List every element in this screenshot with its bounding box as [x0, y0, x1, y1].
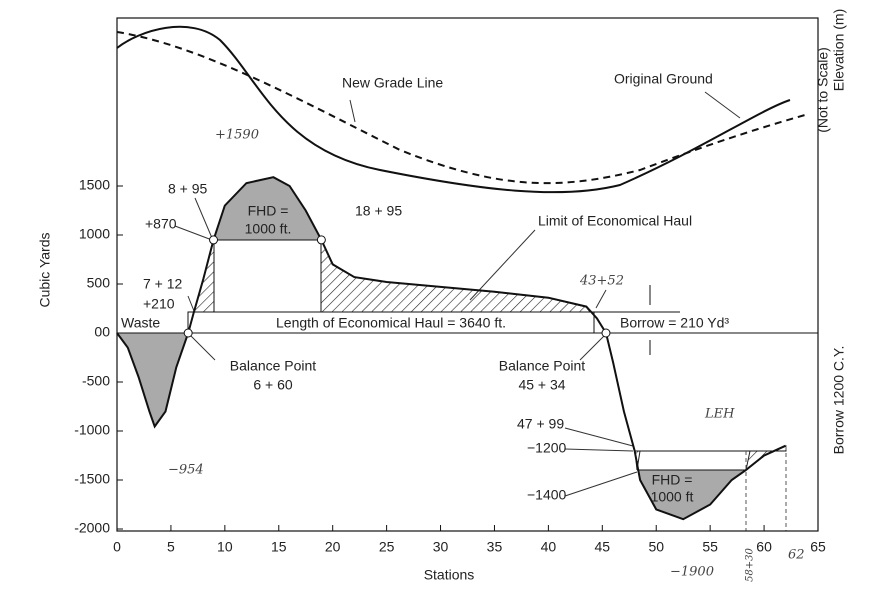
x-tick-label: 50: [648, 539, 664, 555]
x-tick-label: 55: [702, 539, 718, 555]
annotation: 1000 ft.: [245, 221, 292, 237]
x-tick-label: 25: [379, 539, 395, 555]
annotation: +210: [143, 296, 175, 312]
annotation: Balance Point: [230, 358, 317, 374]
annotation: 45 + 34: [518, 377, 565, 393]
x-tick-label: 60: [756, 539, 772, 555]
x-tick-label: 45: [595, 539, 611, 555]
annotation: +870: [145, 216, 177, 232]
haul-bar: [187, 311, 595, 334]
annotation: 6 + 60: [253, 377, 293, 393]
annotation: 7 + 12: [143, 276, 183, 292]
y-tick-label: 500: [87, 275, 111, 291]
y-tick-label: 1000: [79, 226, 110, 242]
balance-point: [316, 235, 326, 245]
annotation: 18 + 95: [355, 203, 402, 219]
annotation: 1000 ft: [651, 489, 694, 505]
annotation: 58+30: [745, 547, 756, 581]
side-label: (Not to Scale): [815, 47, 831, 133]
waste-area: [117, 333, 188, 426]
side-label: Borrow 1200 C.Y.: [831, 346, 847, 455]
balance-point: [601, 328, 611, 338]
y-tick-label: 1500: [79, 177, 110, 193]
x-tick-label: 65: [810, 539, 826, 555]
annotation: Borrow = 210 Yd³: [620, 315, 729, 331]
annotation: Original Ground: [614, 71, 713, 87]
annotation: LEH: [704, 407, 735, 422]
annotation: Limit of Economical Haul: [538, 213, 692, 229]
annotation: +1590: [215, 128, 259, 143]
annotation: −1400: [527, 487, 567, 503]
x-tick-label: 10: [217, 539, 233, 555]
fhd-box: [213, 239, 322, 313]
annotation: −1900: [670, 565, 714, 580]
y-tick-label: -2000: [74, 520, 110, 536]
plot-frame: [116, 17, 819, 532]
balance-point: [183, 328, 193, 338]
fhd-area: [637, 470, 746, 519]
y-tick-label: -1000: [74, 422, 110, 438]
mass-curve: [116, 176, 787, 521]
y-tick-label: 00: [94, 324, 110, 340]
balance-point: [209, 235, 219, 245]
annotation: −1200: [527, 440, 567, 456]
y-axis-label: Cubic Yards: [37, 233, 53, 308]
x-tick-label: 20: [325, 539, 341, 555]
new-grade-line: [116, 31, 806, 185]
x-tick-label: 30: [433, 539, 449, 555]
x-tick-label: 35: [487, 539, 503, 555]
annotation: 8 + 95: [168, 181, 208, 197]
annotation: Balance Point: [499, 358, 586, 374]
y-tick-label: -1500: [74, 471, 110, 487]
annotation: −954: [168, 463, 204, 478]
leaders: [174, 91, 741, 497]
x-tick-label: 0: [113, 539, 121, 555]
x-tick-label: 5: [167, 539, 175, 555]
side-label: Elevation (m): [831, 9, 847, 91]
annotation: New Grade Line: [342, 75, 443, 91]
x-tick-label: 15: [271, 539, 287, 555]
annotation: 43+52: [579, 274, 624, 289]
annotation: 62: [788, 548, 805, 563]
annotation: 47 + 99: [517, 416, 564, 432]
annotation: FHD =: [248, 203, 289, 219]
x-axis-label: Stations: [424, 567, 475, 583]
annotation: Waste: [121, 315, 160, 331]
annotation: FHD =: [652, 472, 693, 488]
x-tick-label: 40: [541, 539, 557, 555]
y-tick-label: -500: [82, 373, 110, 389]
annotation: Length of Economical Haul = 3640 ft.: [276, 315, 506, 331]
